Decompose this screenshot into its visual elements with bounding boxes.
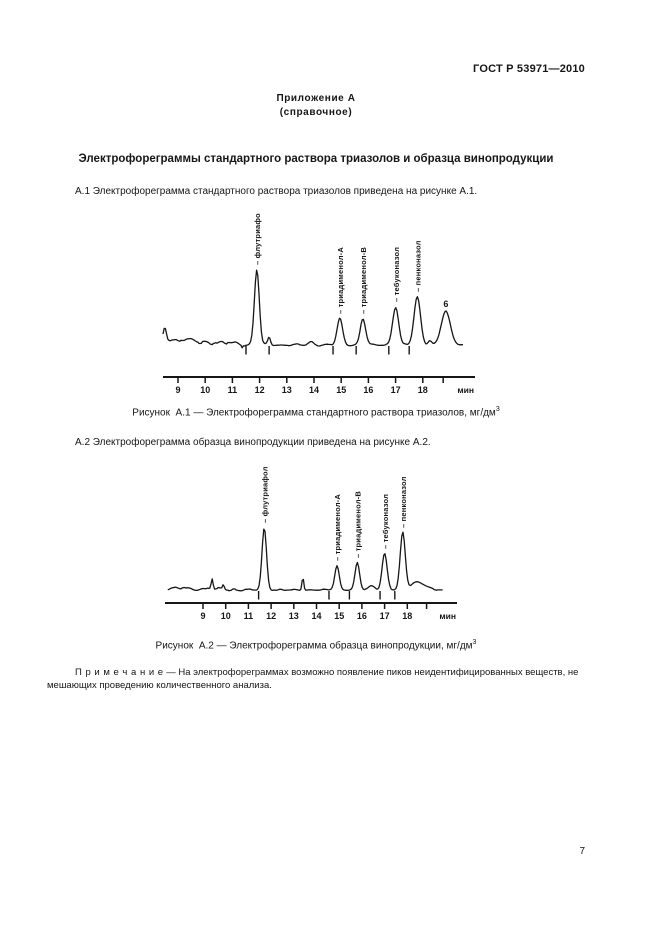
figure-a1-caption-superscript: 3: [495, 406, 500, 413]
svg-text:18: 18: [418, 385, 428, 395]
page-number: 7: [579, 846, 585, 857]
annex-heading: Приложение А (справочное): [47, 92, 585, 120]
svg-text:12: 12: [266, 611, 276, 621]
svg-text:17: 17: [380, 611, 390, 621]
document-code: ГОСТ Р 53971—2010: [473, 63, 585, 75]
svg-text:14: 14: [311, 611, 321, 621]
svg-text:– флутриафол: – флутриафол: [260, 466, 269, 523]
svg-text:9: 9: [175, 385, 180, 395]
figure-a2-caption-superscript: 3: [472, 639, 477, 646]
figure-a2-caption: Рисунок А.2 — Электрофореграмма образца …: [47, 639, 585, 651]
svg-text:9: 9: [200, 611, 205, 621]
svg-text:– триадименол-В: – триадименол-В: [354, 491, 363, 558]
svg-text:16: 16: [357, 611, 367, 621]
svg-text:13: 13: [282, 385, 292, 395]
annex-title: Приложение А: [276, 93, 356, 104]
svg-text:6: 6: [443, 299, 448, 309]
svg-text:12: 12: [255, 385, 265, 395]
svg-text:мин: мин: [439, 611, 456, 621]
svg-text:13: 13: [289, 611, 299, 621]
figure-a2: 9 10 11 12 13 14 15 16 17 18 мин – флутриафол – триа…: [155, 452, 485, 640]
svg-text:15: 15: [334, 611, 344, 621]
figure-a2-caption-text: Рисунок А.2 — Электрофореграмма образца …: [155, 640, 473, 652]
svg-text:– триадименол-А: – триадименол-А: [336, 247, 345, 314]
svg-text:– триадименол-В: – триадименол-В: [359, 247, 368, 314]
svg-text:18: 18: [402, 611, 412, 621]
electropherogram-a1-chart: 9 10 11 12 13 14 15 16 17 18 мин – флутриафол – триа…: [162, 213, 475, 395]
annex-subtitle: (справочное): [279, 107, 353, 118]
paragraph-a1: А.1 Электрофореграмма стандартного раств…: [75, 186, 478, 197]
svg-text:– тебуконазол: – тебуконазол: [381, 494, 390, 549]
svg-text:17: 17: [391, 385, 401, 395]
svg-text:– флутриафол: – флутриафол: [253, 213, 262, 265]
svg-text:14: 14: [309, 385, 319, 395]
figure-a1: 9 10 11 12 13 14 15 16 17 18 мин – флутриафол – триа…: [155, 213, 485, 401]
svg-text:10: 10: [200, 385, 210, 395]
svg-text:– пенконазол: – пенконазол: [414, 240, 423, 292]
svg-text:16: 16: [363, 385, 373, 395]
svg-text:11: 11: [244, 611, 254, 621]
note-text: — На электрофореграммах возможно появлен…: [47, 667, 579, 691]
svg-text:10: 10: [221, 611, 231, 621]
svg-text:мин: мин: [457, 385, 474, 395]
figure-a1-caption: Рисунок А.1 — Электрофореграмма стандарт…: [47, 406, 585, 418]
svg-text:– пенконазол: – пенконазол: [399, 476, 408, 528]
svg-text:– тебуконазол: – тебуконазол: [392, 247, 401, 302]
electropherogram-a2-chart: 9 10 11 12 13 14 15 16 17 18 мин – флутриафол – триа…: [165, 466, 457, 621]
svg-text:11: 11: [228, 385, 238, 395]
note-label: П р и м е ч а н и е: [75, 667, 164, 678]
svg-text:– триадименол-А: – триадименол-А: [333, 494, 342, 561]
note: П р и м е ч а н и е — На электрофореграм…: [47, 666, 589, 692]
paragraph-a2: А.2 Электрофореграмма образца винопродук…: [75, 437, 431, 448]
svg-text:15: 15: [336, 385, 346, 395]
page-title: Электрофореграммы стандартного раствора …: [78, 153, 554, 165]
figure-a1-caption-text: Рисунок А.1 — Электрофореграмма стандарт…: [132, 407, 496, 419]
